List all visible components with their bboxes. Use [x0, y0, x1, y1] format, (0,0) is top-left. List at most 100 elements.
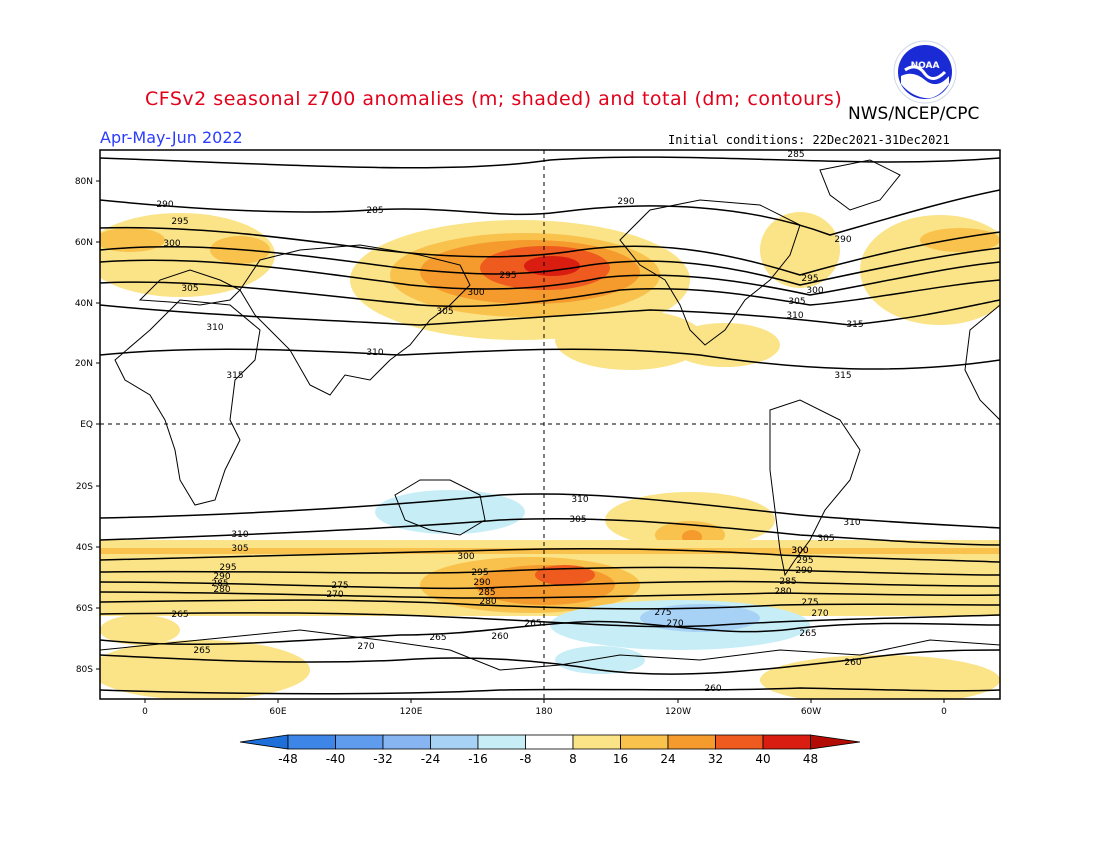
colorbar-swatch	[667, 734, 716, 750]
contour-label: 305	[788, 297, 805, 307]
contour-label: 315	[226, 371, 243, 381]
noaa-logo-icon: NOAA	[893, 40, 957, 104]
reference-lines	[100, 150, 1000, 699]
contour-label: 305	[231, 544, 248, 554]
svg-text:NOAA: NOAA	[911, 61, 940, 71]
colorbar-label: -32	[373, 752, 393, 766]
colorbar-swatch	[810, 734, 861, 750]
contour-label: 310	[366, 348, 383, 358]
colorbar-swatch	[287, 734, 336, 750]
contour-label: 300	[791, 546, 808, 556]
season-label: Apr-May-Jun 2022	[100, 128, 243, 147]
contour-label: 300	[457, 552, 474, 562]
latitude-axis: 80N 60N 40N 20N EQ 20S 40S 60S 80S	[75, 177, 100, 675]
colorbar-swatch	[430, 734, 479, 750]
contour-label: 295	[796, 556, 813, 566]
lon-tick-label: 120E	[400, 707, 423, 717]
lat-tick-label: 60S	[76, 604, 93, 614]
lat-tick-label: 80N	[75, 177, 93, 187]
colorbar-label: 24	[660, 752, 675, 766]
contour-label: 310	[206, 323, 223, 333]
contour-label: 280	[774, 587, 791, 597]
contour-label: 300	[806, 286, 823, 296]
contour-label: 285	[211, 579, 228, 589]
contour-label: 290	[617, 197, 634, 207]
lon-tick-label: 0	[941, 707, 947, 717]
colorbar-swatch	[762, 734, 811, 750]
contour-label: 310	[571, 495, 588, 505]
colorbar-swatch	[335, 734, 384, 750]
colorbar-label: 48	[803, 752, 818, 766]
contour-label: 300	[791, 546, 808, 556]
longitude-axis: 0 60E 120E 180 120W 60W 0	[142, 699, 947, 717]
colorbar-swatch	[477, 734, 526, 750]
coastlines	[100, 159, 1000, 671]
contour-label: 295	[801, 274, 818, 284]
lon-tick-label: 180	[535, 707, 552, 717]
contour-labels: 290 295 300 305 310 315 285 290 295 300 …	[156, 150, 863, 694]
contour-label: 290	[473, 578, 490, 588]
contour-label: 265	[524, 619, 541, 629]
lat-tick-label: 40N	[75, 299, 93, 309]
colorbar	[239, 734, 861, 750]
contour-label: 310	[231, 530, 248, 540]
anomaly-shading	[100, 150, 1000, 699]
contour-label: 265	[171, 610, 188, 620]
contour-label: 290	[213, 572, 230, 582]
lat-tick-label: 20S	[76, 482, 93, 492]
map-title: CFSv2 seasonal z700 anomalies (m; shaded…	[145, 88, 843, 110]
colorbar-label: 8	[569, 752, 577, 766]
contour-label: 285	[478, 588, 495, 598]
map-frame	[99, 149, 1001, 700]
contour-label: 310	[786, 311, 803, 321]
contour-label: 295	[471, 568, 488, 578]
contour-label: 310	[843, 518, 860, 528]
contour-label: 305	[181, 284, 198, 294]
colorbar-label: -8	[520, 752, 532, 766]
contour-label: 315	[846, 320, 863, 330]
contour-label: 280	[213, 585, 230, 595]
initial-conditions-label: Initial conditions: 22Dec2021-31Dec2021	[668, 133, 950, 147]
contour-label: 285	[787, 150, 804, 160]
colorbar-label: -16	[468, 752, 488, 766]
colorbar-label: 40	[755, 752, 770, 766]
colorbar-labels: -48 -40 -32 -24 -16 -8 8 16 24 32 40 48	[278, 752, 818, 766]
contour-label: 265	[193, 646, 210, 656]
lon-tick-label: 60E	[269, 707, 286, 717]
contour-label: 295	[171, 217, 188, 227]
colorbar-swatch	[382, 734, 431, 750]
lat-tick-label: 20N	[75, 359, 93, 369]
contour-label: 315	[834, 371, 851, 381]
height-contours	[100, 156, 1000, 695]
contour-label: 290	[156, 200, 173, 210]
contour-label: 285	[366, 206, 383, 216]
contour-label: 275	[801, 598, 818, 608]
lat-tick-label: 60N	[75, 238, 93, 248]
colorbar-label: 16	[613, 752, 628, 766]
colorbar-swatch	[525, 734, 574, 750]
contour-label: 300	[467, 288, 484, 298]
contour-label: 265	[429, 633, 446, 643]
lon-tick-label: 120W	[665, 707, 691, 717]
contour-label: 305	[817, 534, 834, 544]
colorbar-swatch	[715, 734, 764, 750]
contour-label: 270	[666, 619, 683, 629]
lat-tick-label: 80S	[76, 665, 93, 675]
lon-tick-label: 60W	[801, 707, 821, 717]
lat-tick-label: EQ	[80, 420, 93, 430]
contour-label: 275	[654, 608, 671, 618]
colorbar-swatch	[572, 734, 621, 750]
contour-label: 300	[163, 239, 180, 249]
colorbar-label: -40	[326, 752, 346, 766]
colorbar-label: -48	[278, 752, 298, 766]
contour-label: 290	[795, 566, 812, 576]
colorbar-swatch	[620, 734, 669, 750]
contour-label: 265	[799, 629, 816, 639]
contour-label: 260	[491, 632, 508, 642]
colorbar-swatch	[239, 734, 289, 750]
contour-label: 295	[219, 563, 236, 573]
colorbar-label: 32	[708, 752, 723, 766]
contour-label: 285	[779, 577, 796, 587]
colorbar-label: -24	[421, 752, 441, 766]
contour-label: 260	[844, 658, 861, 668]
